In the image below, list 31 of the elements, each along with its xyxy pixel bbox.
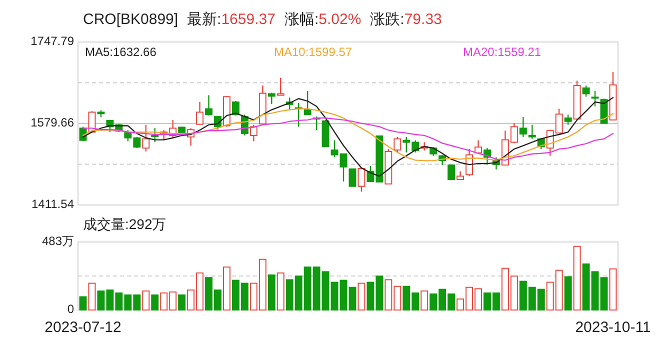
bar [609,268,617,310]
text: 最新:1659.37 [187,11,276,28]
y-tick-label: 1411.54 [32,197,74,212]
bar [348,286,356,310]
bar [79,296,87,310]
bar [151,294,159,310]
bar [222,266,230,310]
bar [142,290,150,310]
text: MA5:1632.66 [85,45,157,59]
text: MA20:1559.21 [463,45,542,59]
bar [268,274,276,310]
chart-title: 成交量:292万 [83,216,166,232]
chart-title: CRO[BK0899] [83,11,178,28]
bar [178,294,186,310]
candlestick [528,124,536,140]
bar [573,246,581,310]
bar [358,282,366,310]
bar [420,290,428,310]
text: 涨幅:5.02% [284,11,362,28]
x-tick-label: 2023-07-12 [44,319,122,336]
bar [564,276,572,310]
text: 涨跌:79.33 [370,11,442,28]
candlestick [519,116,527,138]
y-tick-label: 0 [67,302,74,316]
y-tick-label: 1747.79 [30,34,74,48]
y-tick-label: 483万 [42,234,74,248]
bar [276,272,284,310]
y-tick-label: 1579.66 [30,116,74,130]
text: MA10:1599.57 [274,45,352,59]
bar [88,282,96,310]
x-tick-label: 2023-10-11 [575,319,651,336]
